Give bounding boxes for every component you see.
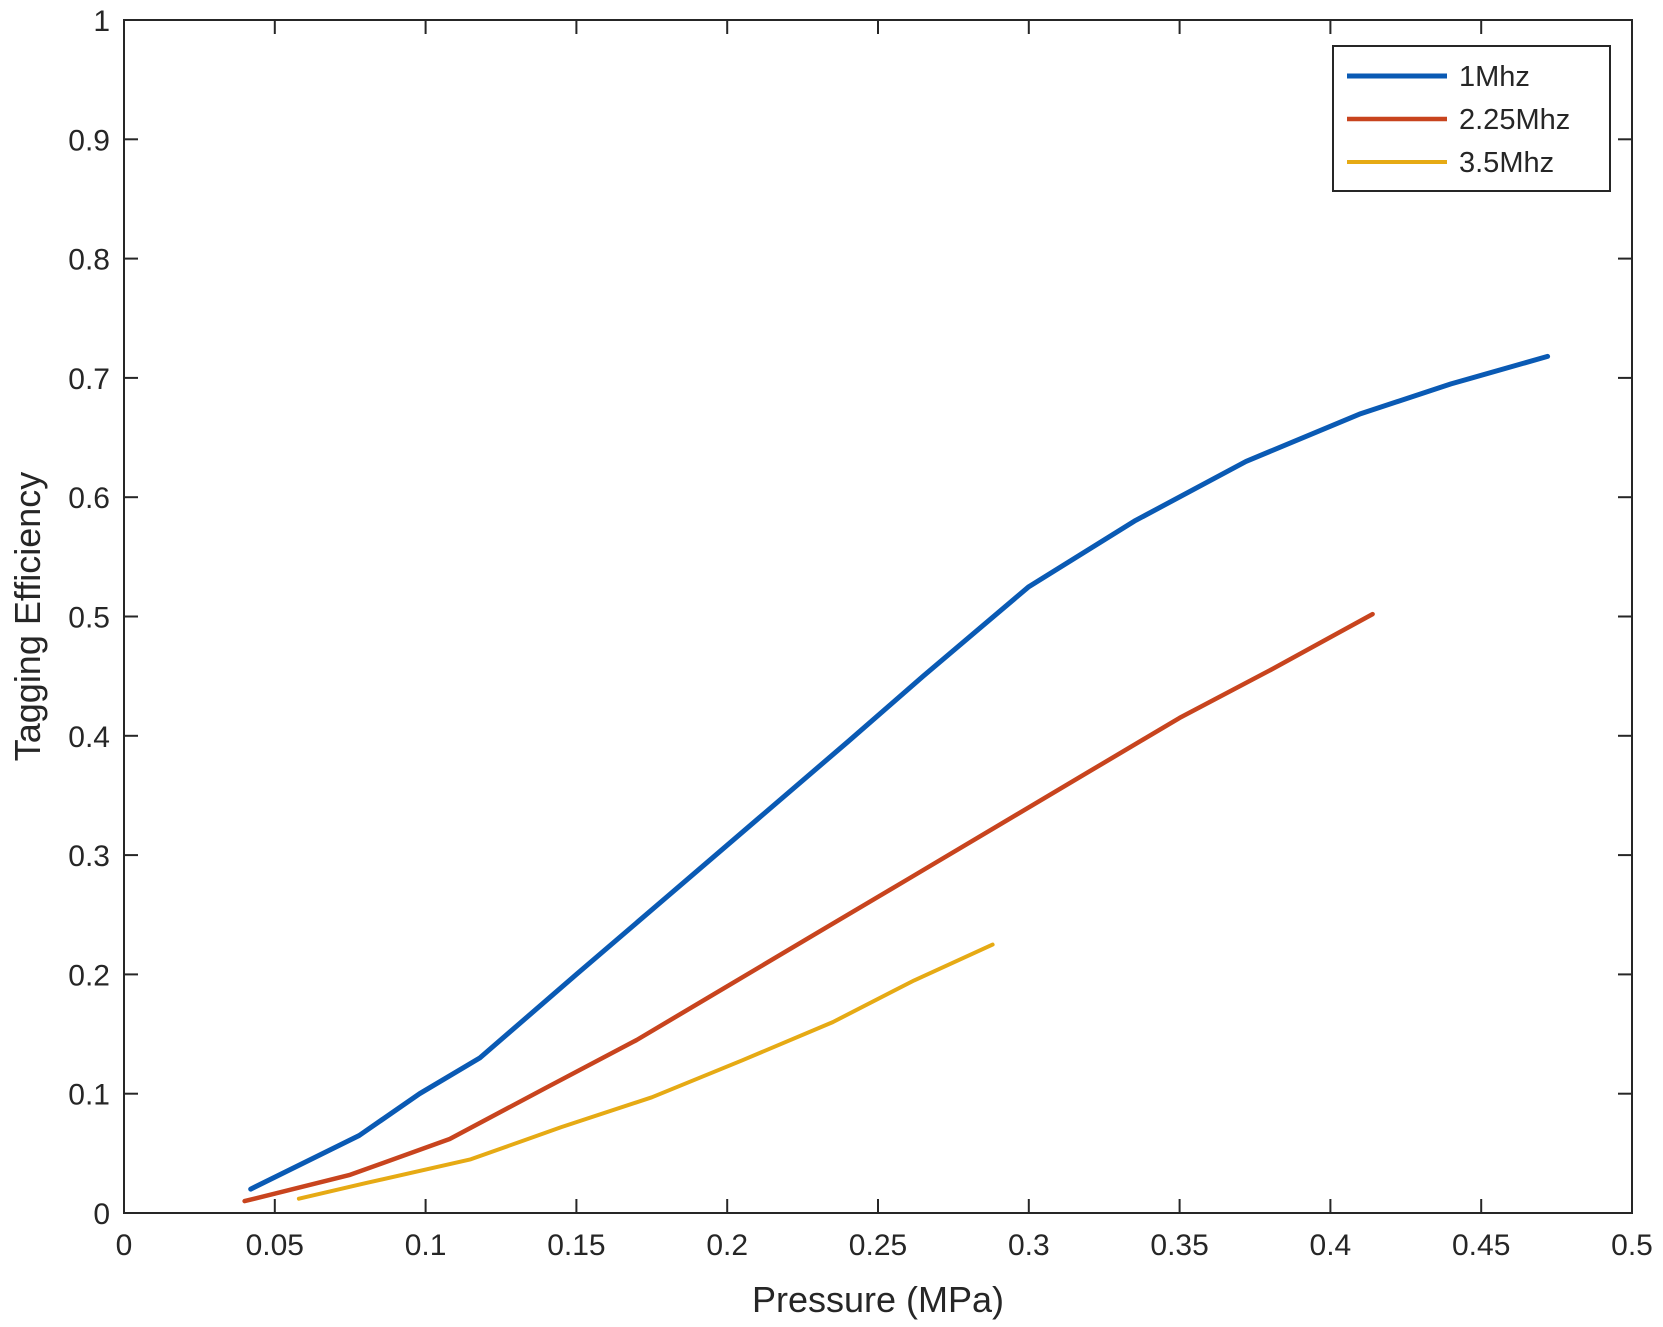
x-tick-label: 0.45 <box>1452 1229 1510 1262</box>
x-tick-label: 0.05 <box>246 1229 304 1262</box>
y-tick-label: 0.3 <box>68 840 110 873</box>
plot-frame <box>123 19 1633 1214</box>
x-tick-label: 0.2 <box>706 1229 748 1262</box>
series-line-3 <box>296 942 995 1201</box>
series-lines <box>242 353 1551 1204</box>
y-tick-label: 0.2 <box>68 959 110 992</box>
legend-label-2: 2.25Mhz <box>1459 104 1570 136</box>
ticks: 0 0.05 0.1 0.15 0.2 0.25 0.3 0.35 0.4 0.45 0.5 0 0.1… <box>68 5 1653 1262</box>
series-line-1 <box>248 353 1551 1192</box>
legend-label-1: 1Mhz <box>1459 61 1530 93</box>
x-tick-label: 0.15 <box>547 1229 605 1262</box>
legend-label-3: 3.5Mhz <box>1459 147 1554 179</box>
y-tick-label: 0.6 <box>68 482 110 515</box>
y-tick-label: 0.4 <box>68 721 110 754</box>
x-tick-label: 0.25 <box>849 1229 907 1262</box>
series-line-2 <box>242 611 1375 1204</box>
x-tick-label: 0.5 <box>1611 1229 1653 1262</box>
axes <box>123 19 1633 1214</box>
y-tick-label: 0.9 <box>68 124 110 157</box>
y-tick-label: 0.5 <box>68 602 110 635</box>
y-tick-label: 0.7 <box>68 363 110 396</box>
y-tick-label: 0.8 <box>68 244 110 277</box>
y-tick-label: 0 <box>93 1198 110 1231</box>
y-tick-label: 1 <box>93 5 110 38</box>
x-tick-label: 0 <box>116 1229 133 1262</box>
x-tick-label: 0.35 <box>1150 1229 1208 1262</box>
x-axis-label: Pressure (MPa) <box>752 1279 1004 1320</box>
legend: 1Mhz 2.25Mhz 3.5Mhz <box>1332 45 1611 192</box>
y-axis-label: Tagging Efficiency <box>7 472 48 762</box>
x-tick-label: 0.4 <box>1310 1229 1352 1262</box>
x-tick-label: 0.1 <box>405 1229 447 1262</box>
y-tick-label: 0.1 <box>68 1079 110 1112</box>
x-tick-label: 0.3 <box>1008 1229 1050 1262</box>
